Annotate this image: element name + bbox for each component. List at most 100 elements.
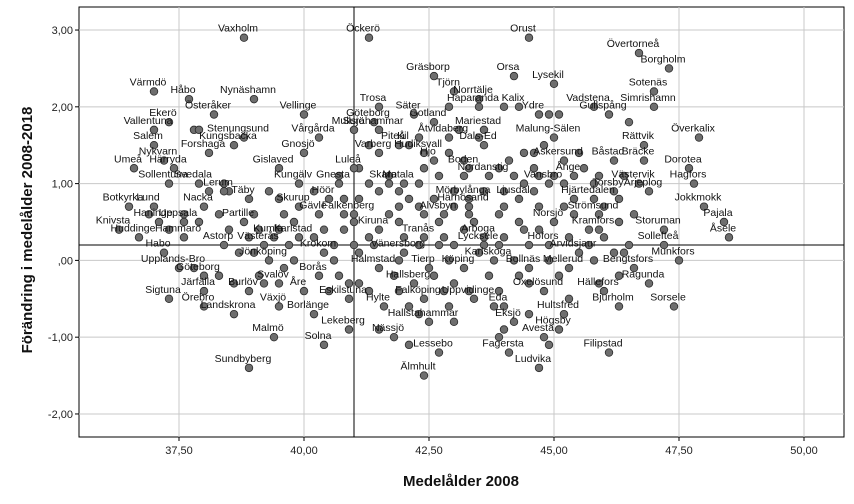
point-label: Hallstahammar (388, 307, 459, 319)
point-label: Ekerö (149, 107, 177, 119)
data-point (394, 286, 404, 296)
point-label: Bengtsfors (603, 253, 653, 265)
y-tick-label: 3,00 (52, 25, 73, 37)
point-label: Fagersta (482, 338, 524, 350)
data-point (384, 179, 394, 188)
data-point (659, 240, 669, 250)
data-point (629, 210, 639, 219)
data-point (559, 156, 569, 165)
data-point (299, 148, 309, 158)
data-point (339, 225, 349, 234)
data-point (634, 179, 644, 188)
x-tick-label: 45,00 (540, 445, 568, 457)
point-label: Gislaved (253, 153, 294, 165)
data-point (469, 294, 479, 303)
point-label: Tierp (411, 253, 435, 265)
data-point (544, 179, 554, 188)
data-point (429, 117, 439, 127)
point-label: Orust (510, 23, 536, 35)
data-point (344, 294, 354, 303)
point-label: Gnosjö (281, 138, 314, 150)
data-point (234, 248, 244, 257)
point-label: Högsby (535, 315, 571, 327)
data-point (349, 217, 359, 227)
data-point (149, 87, 159, 96)
data-point (624, 117, 634, 127)
data-points (114, 33, 734, 380)
data-point (364, 179, 374, 188)
point-labels: Vaxholm Öckerö Orust Övertorneå Borgholm Gräs… (96, 23, 737, 373)
data-point (499, 233, 509, 242)
data-point (279, 210, 289, 219)
point-label: Mörbylånga (436, 184, 491, 196)
data-point (214, 271, 224, 280)
data-point (449, 202, 459, 211)
point-label: Lerum (203, 176, 233, 188)
point-label: Norsjö (533, 207, 564, 219)
data-point (429, 194, 439, 204)
data-point (244, 363, 254, 373)
data-point (189, 263, 199, 273)
data-point (364, 286, 374, 296)
point-label: Kumla (253, 222, 283, 234)
data-point (509, 317, 519, 327)
y-tick-label: -1,00 (48, 332, 73, 344)
point-label: Åtvidaberg (418, 122, 468, 135)
data-point (309, 233, 319, 242)
data-point (584, 225, 594, 234)
point-label: Österåker (185, 100, 232, 112)
data-point (414, 240, 424, 250)
point-label: Borgholm (641, 53, 686, 65)
point-label: Alvsbyn (420, 199, 457, 211)
point-label: Lekeberg (321, 315, 365, 327)
data-point (249, 210, 259, 219)
data-point (554, 271, 564, 280)
data-point (339, 210, 349, 219)
data-point (484, 271, 494, 280)
point-label: Bjurholm (592, 291, 634, 303)
point-label: Eskilstuna (319, 284, 367, 296)
data-point (524, 263, 534, 273)
data-point (374, 225, 384, 234)
data-point (349, 164, 359, 173)
data-point (174, 263, 184, 273)
data-point (559, 202, 569, 211)
point-label: Partille (222, 207, 254, 219)
point-label: Piteå (381, 130, 405, 142)
point-label: Säter (395, 100, 421, 112)
data-point (239, 217, 249, 227)
data-point (434, 217, 444, 227)
point-label: Eksjö (495, 307, 521, 319)
data-point (609, 248, 619, 257)
point-label: Motala (382, 169, 414, 181)
data-point (179, 233, 189, 242)
data-point (374, 148, 384, 158)
data-point (244, 194, 254, 204)
data-point (614, 271, 624, 280)
data-point (434, 171, 444, 181)
data-point (444, 256, 454, 265)
data-point (459, 156, 469, 165)
data-point (444, 133, 454, 142)
data-point (394, 187, 404, 196)
data-point (534, 202, 544, 211)
point-label: Landskrona (201, 299, 256, 311)
data-point (534, 225, 544, 234)
point-label: Vänersborg (371, 238, 425, 250)
data-point (444, 102, 454, 112)
data-point (194, 217, 204, 227)
data-point (434, 348, 444, 357)
point-label: Haparanda (447, 92, 499, 104)
point-label: Värmdö (130, 76, 167, 88)
data-point (384, 210, 394, 219)
data-point (724, 233, 734, 242)
data-point (544, 110, 554, 119)
point-label: Köping (442, 253, 475, 265)
data-point (534, 110, 544, 119)
point-label: Vaxholm (218, 23, 258, 35)
data-point (504, 348, 514, 357)
point-label: Borås (299, 261, 326, 273)
point-label: Örebro (182, 291, 215, 303)
point-label: Uppvidinge (442, 284, 495, 296)
